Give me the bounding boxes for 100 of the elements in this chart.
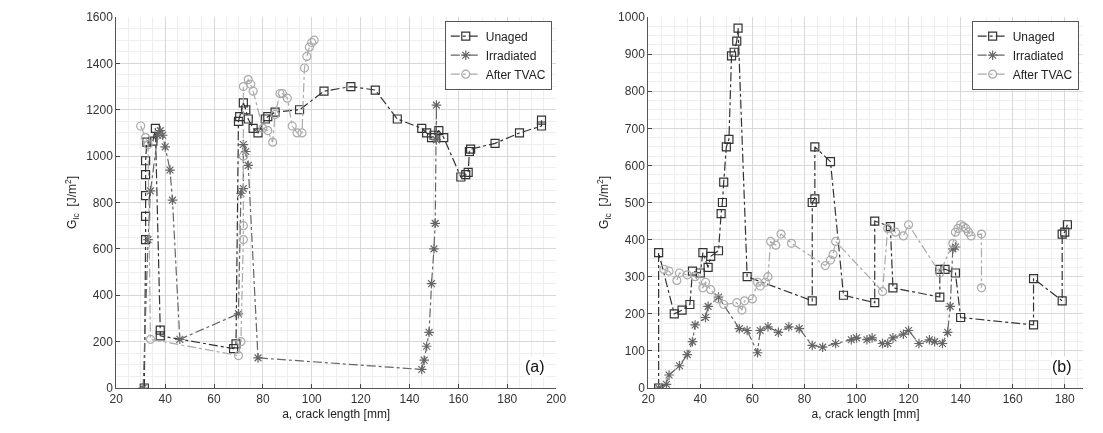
point xyxy=(700,312,711,323)
y-tick-label: 400 xyxy=(624,232,646,247)
point xyxy=(174,333,186,345)
point xyxy=(248,123,258,133)
point xyxy=(944,300,956,312)
point xyxy=(793,323,805,335)
point xyxy=(654,247,664,258)
point xyxy=(392,114,402,124)
point xyxy=(167,194,178,206)
y-tick-label: 600 xyxy=(624,158,646,173)
point xyxy=(897,328,909,340)
point xyxy=(663,369,675,381)
point xyxy=(1057,296,1067,306)
point xyxy=(140,170,151,180)
point xyxy=(228,343,239,354)
point xyxy=(231,339,241,349)
point xyxy=(956,312,966,323)
point xyxy=(976,283,987,293)
point xyxy=(664,266,674,276)
point xyxy=(141,132,151,143)
point xyxy=(233,116,244,126)
point xyxy=(140,156,151,166)
point xyxy=(942,326,954,338)
x-tick-label: 80 xyxy=(256,392,270,407)
point xyxy=(299,63,310,73)
point xyxy=(950,268,961,278)
point xyxy=(238,151,248,161)
point xyxy=(689,319,701,331)
point xyxy=(253,128,263,138)
point xyxy=(806,339,818,351)
point xyxy=(536,121,547,131)
point xyxy=(685,299,695,310)
x-tick-label: 20 xyxy=(109,392,124,407)
point xyxy=(783,321,795,333)
point xyxy=(963,227,974,237)
point xyxy=(155,325,165,335)
point xyxy=(431,134,442,146)
point xyxy=(948,238,958,248)
y-tick-label: 1000 xyxy=(86,149,114,164)
x-tick-label: 200 xyxy=(546,392,567,407)
point xyxy=(950,227,961,237)
point xyxy=(733,323,745,335)
point xyxy=(845,334,857,346)
point xyxy=(233,350,244,361)
point xyxy=(263,126,273,136)
point xyxy=(428,243,440,255)
point xyxy=(752,347,763,359)
point xyxy=(726,51,737,61)
point xyxy=(370,85,380,95)
point xyxy=(672,275,682,286)
point xyxy=(242,160,254,171)
point xyxy=(233,308,244,320)
point xyxy=(732,36,742,46)
point xyxy=(246,79,256,89)
x-axis-title: a, crack length [mm] xyxy=(811,407,920,422)
x-tick-label: 100 xyxy=(301,392,323,407)
y-tick-label: 700 xyxy=(624,121,646,136)
point xyxy=(159,141,171,153)
point xyxy=(282,93,292,103)
point xyxy=(294,105,305,115)
point xyxy=(659,264,669,274)
point xyxy=(236,337,246,347)
point xyxy=(976,229,987,239)
point xyxy=(690,272,700,282)
point xyxy=(703,262,713,273)
x-tick-label: 40 xyxy=(158,392,173,407)
y-tick-label: 1200 xyxy=(86,102,114,117)
point xyxy=(319,86,329,96)
point xyxy=(937,338,948,349)
point xyxy=(418,354,430,366)
point xyxy=(866,332,878,344)
point xyxy=(719,299,729,310)
point xyxy=(737,305,747,315)
x-tick-label: 120 xyxy=(350,392,371,407)
point xyxy=(669,309,679,319)
point xyxy=(346,81,356,92)
point xyxy=(870,298,880,308)
point xyxy=(825,255,836,265)
point xyxy=(677,305,687,315)
point xyxy=(763,272,773,282)
point xyxy=(935,264,945,274)
point xyxy=(752,277,763,287)
point xyxy=(431,99,442,111)
point xyxy=(716,209,726,219)
point xyxy=(831,236,841,247)
point xyxy=(702,300,714,312)
point xyxy=(140,190,151,201)
y-tick-label: 1600 xyxy=(86,10,114,25)
point xyxy=(243,114,253,124)
point xyxy=(877,286,888,297)
point xyxy=(724,134,734,145)
y-tick-label: 600 xyxy=(92,242,114,257)
x-tick-label: 80 xyxy=(797,392,812,407)
point xyxy=(302,51,312,62)
point xyxy=(820,260,830,271)
point xyxy=(416,364,428,375)
point xyxy=(456,172,466,182)
point xyxy=(268,137,278,147)
point xyxy=(851,332,862,344)
point xyxy=(760,277,770,287)
